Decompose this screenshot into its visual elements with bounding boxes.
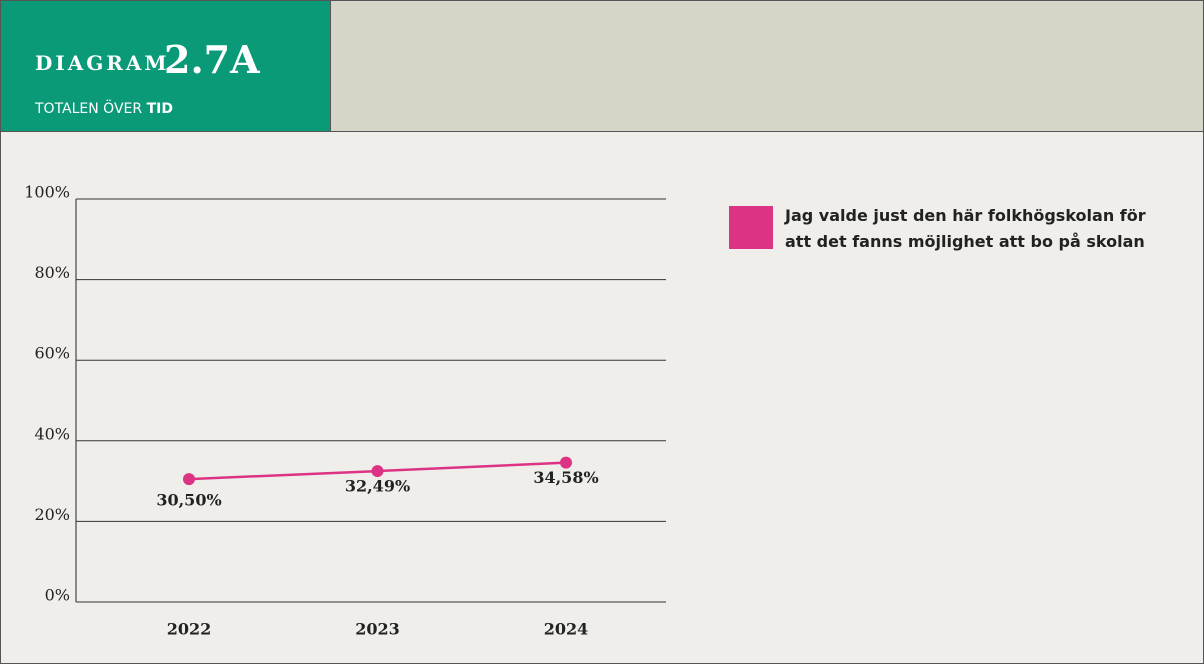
header-subtitle: TOTALEN ÖVER TID bbox=[35, 101, 173, 117]
point bbox=[183, 473, 195, 486]
header-number: 2.7A bbox=[164, 37, 260, 82]
y-tick-label: 80% bbox=[34, 263, 70, 282]
header-band bbox=[331, 1, 1203, 132]
point bbox=[371, 465, 384, 478]
x-tick-label: 2023 bbox=[355, 620, 400, 639]
y-tick-label: 0% bbox=[45, 586, 70, 605]
y-tick-label: 100% bbox=[24, 183, 70, 202]
header-label: DIAGRAM bbox=[35, 51, 170, 75]
legend-label: Jag valde just den här folkhögskolan för… bbox=[785, 206, 1146, 251]
legend-swatch bbox=[729, 206, 773, 249]
data-label: 30,50% bbox=[156, 491, 221, 510]
header-badge: DIAGRAM 2.7A TOTALEN ÖVER TID bbox=[1, 1, 331, 132]
x-tick-label: 2024 bbox=[544, 620, 589, 639]
data-label: 34,58% bbox=[533, 468, 598, 487]
point bbox=[560, 456, 572, 469]
x-tick-label: 2022 bbox=[167, 620, 212, 639]
subtitle-text: TOTALEN ÖVER bbox=[35, 101, 143, 117]
y-tick-label: 40% bbox=[34, 424, 70, 443]
y-tick-label: 60% bbox=[34, 344, 70, 363]
subtitle-bold: TID bbox=[146, 101, 173, 117]
data-label: 32,49% bbox=[345, 477, 410, 496]
y-tick-label: 20% bbox=[34, 505, 70, 524]
